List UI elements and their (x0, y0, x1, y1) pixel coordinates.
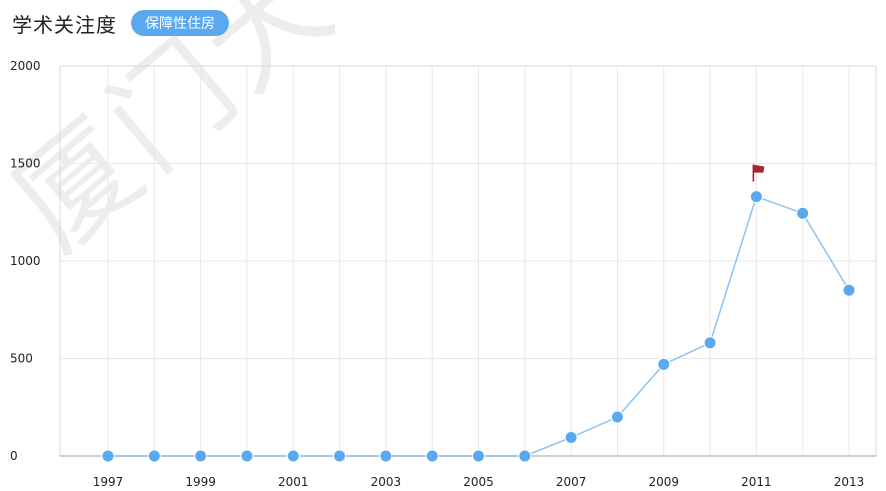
data-point (101, 449, 115, 463)
data-point (147, 449, 161, 463)
y-tick-label: 1500 (10, 157, 41, 171)
chart-title: 学术关注度 (12, 12, 117, 37)
data-point (657, 357, 671, 371)
data-point (518, 449, 532, 463)
y-tick-label: 0 (10, 449, 18, 463)
x-tick-label: 2001 (278, 475, 309, 489)
data-point (564, 430, 578, 444)
x-tick-label: 1997 (93, 475, 124, 489)
x-tick-label: 2013 (834, 475, 865, 489)
x-tick-label: 2011 (741, 475, 772, 489)
data-point (425, 449, 439, 463)
data-point (379, 449, 393, 463)
data-point (796, 206, 810, 220)
y-tick-label: 1000 (10, 254, 41, 268)
flag-icon (752, 164, 765, 182)
data-point (286, 449, 300, 463)
data-point (472, 449, 485, 463)
x-tick-label: 1999 (185, 475, 216, 489)
data-point (240, 449, 254, 463)
x-tick-label: 2007 (556, 475, 587, 489)
data-point (333, 449, 347, 463)
data-point (842, 283, 856, 297)
y-tick-label: 500 (10, 352, 33, 366)
keyword-tag-button[interactable]: 保障性住房 (131, 10, 229, 36)
x-tick-label: 2003 (371, 475, 402, 489)
x-tick-label: 2005 (463, 475, 494, 489)
data-point (749, 190, 763, 204)
y-tick-label: 2000 (10, 59, 41, 73)
x-tick-label: 2009 (648, 475, 679, 489)
data-point (194, 449, 208, 463)
data-point (610, 410, 624, 424)
data-point (703, 336, 717, 350)
chart-header: 学术关注度 保障性住房 (12, 8, 229, 38)
